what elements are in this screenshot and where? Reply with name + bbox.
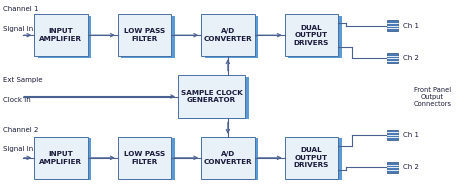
Bar xyxy=(38,138,91,180)
Text: A/D
CONVERTER: A/D CONVERTER xyxy=(204,28,252,42)
Bar xyxy=(387,130,398,140)
Text: Signal In: Signal In xyxy=(3,146,33,152)
Text: INPUT
AMPLIFIER: INPUT AMPLIFIER xyxy=(40,28,82,42)
Text: Ch 2: Ch 2 xyxy=(403,164,419,170)
Bar xyxy=(288,16,342,58)
Bar xyxy=(182,77,249,119)
Bar xyxy=(387,53,398,63)
Text: Front Panel
Output
Connectors: Front Panel Output Connectors xyxy=(413,86,452,107)
Bar xyxy=(38,16,91,58)
Text: DUAL
OUTPUT
DRIVERS: DUAL OUTPUT DRIVERS xyxy=(293,25,329,46)
Bar xyxy=(201,14,254,56)
Bar xyxy=(285,137,338,179)
Text: A/D
CONVERTER: A/D CONVERTER xyxy=(204,151,252,165)
Bar xyxy=(387,162,398,173)
Bar xyxy=(387,20,398,31)
Text: Channel 1: Channel 1 xyxy=(3,6,39,12)
Text: Ext Sample: Ext Sample xyxy=(3,77,42,83)
Text: LOW PASS
FILTER: LOW PASS FILTER xyxy=(124,151,165,165)
Bar xyxy=(121,138,175,180)
Text: Signal In: Signal In xyxy=(3,26,33,32)
Bar xyxy=(205,16,258,58)
Bar xyxy=(285,14,338,56)
Bar xyxy=(118,14,171,56)
Bar xyxy=(34,137,87,179)
Text: Ch 2: Ch 2 xyxy=(403,55,419,61)
Bar xyxy=(34,14,87,56)
Bar xyxy=(201,137,254,179)
Bar xyxy=(178,75,245,118)
Text: Ch 1: Ch 1 xyxy=(403,132,419,138)
Text: LOW PASS
FILTER: LOW PASS FILTER xyxy=(124,28,165,42)
Bar xyxy=(288,138,342,180)
Text: DUAL
OUTPUT
DRIVERS: DUAL OUTPUT DRIVERS xyxy=(293,147,329,168)
Bar xyxy=(205,138,258,180)
Bar xyxy=(118,137,171,179)
Text: Clock In: Clock In xyxy=(3,96,31,102)
Text: Ch 1: Ch 1 xyxy=(403,23,419,29)
Bar xyxy=(121,16,175,58)
Text: SAMPLE CLOCK
GENERATOR: SAMPLE CLOCK GENERATOR xyxy=(181,90,243,103)
Text: Channel 2: Channel 2 xyxy=(3,127,39,133)
Text: INPUT
AMPLIFIER: INPUT AMPLIFIER xyxy=(40,151,82,165)
